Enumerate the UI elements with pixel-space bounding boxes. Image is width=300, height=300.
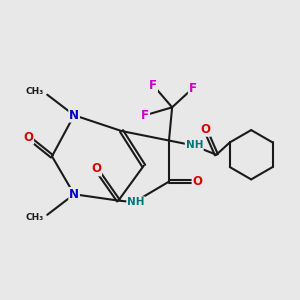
Text: N: N: [69, 109, 79, 122]
Text: F: F: [141, 109, 149, 122]
Text: CH₃: CH₃: [26, 214, 44, 223]
Text: CH₃: CH₃: [26, 87, 44, 96]
Text: NH: NH: [185, 140, 203, 150]
Text: N: N: [69, 188, 79, 201]
Text: F: F: [149, 79, 157, 92]
Text: NH: NH: [127, 197, 145, 207]
Text: F: F: [189, 82, 197, 95]
Text: O: O: [192, 175, 203, 188]
Text: O: O: [23, 131, 33, 144]
Text: O: O: [91, 163, 101, 176]
Text: O: O: [200, 123, 210, 136]
